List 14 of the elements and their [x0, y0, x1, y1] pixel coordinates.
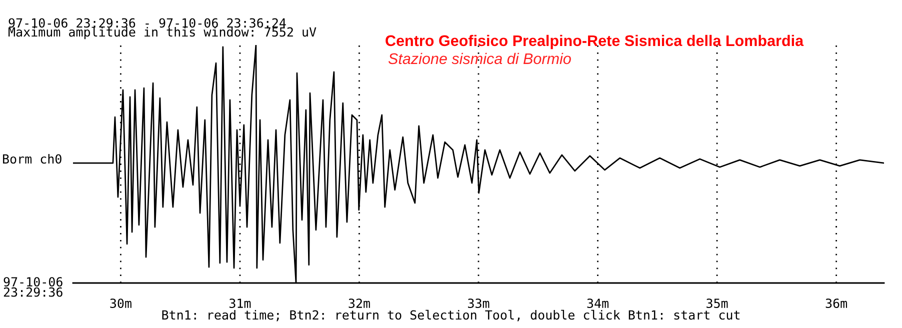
x-tick-label: 35m	[706, 298, 728, 308]
x-tick-label: 36m	[826, 298, 847, 308]
y-axis-title: Borm ch0	[3, 154, 62, 164]
chart-subtitle: Stazione sismica di Bormio	[388, 52, 571, 64]
text: 97-10-06 23:29:36	[4, 277, 62, 297]
x-tick-label: 30m	[110, 298, 132, 308]
x-tick-label: 34m	[587, 298, 608, 308]
x-tick-label: 31m	[230, 298, 251, 308]
text: Btn1: read time; Btn2: return to Selection Tool, double click Btn1: start cut	[162, 310, 740, 322]
text: Maximum amplitude in this window: 7552 uV	[8, 26, 316, 40]
text: 97-10-06 23:29:36 - 97-10-06 23:36:24	[8, 18, 286, 28]
chart-title: Centro Geofisico Prealpino-Rete Sismica della Lombardia	[386, 34, 804, 50]
x-tick-label: 32m	[348, 298, 370, 308]
x-tick-label: 33m	[468, 298, 490, 308]
